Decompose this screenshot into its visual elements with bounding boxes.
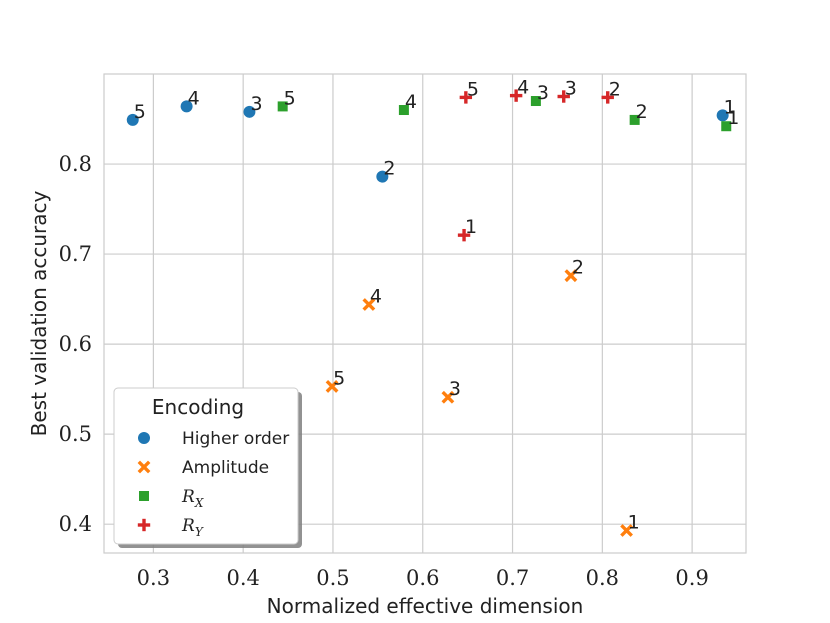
x-tick-label: 0.5 — [316, 566, 349, 590]
series-r-y: 5 4 3 21 — [457, 77, 621, 242]
point-label: 2 — [383, 158, 395, 180]
point-label: 3 — [537, 82, 549, 104]
data-point — [325, 380, 339, 393]
series-higher-order: 5 4 3 2 1 — [126, 87, 736, 183]
data-point — [459, 91, 473, 104]
data-point — [376, 170, 389, 183]
data-point — [530, 96, 541, 107]
point-label: 5 — [467, 78, 479, 100]
point-label: 2 — [636, 101, 648, 123]
x-tick-label: 0.6 — [406, 566, 439, 590]
y-tick-label: 0.4 — [59, 512, 92, 536]
legend-item: RY — [137, 516, 204, 539]
legend: Encoding Higher order Amplitude RX RY — [113, 387, 302, 548]
point-label: 2 — [572, 257, 584, 279]
legend-item: RX — [139, 487, 204, 510]
y-axis-ticks: 0.4 0.5 0.6 0.7 0.8 — [59, 152, 92, 536]
x-tick-label: 0.9 — [675, 566, 708, 590]
x-tick-label: 0.7 — [496, 566, 529, 590]
x-axis-ticks: 0.3 0.4 0.5 0.6 0.7 0.8 0.9 — [137, 566, 709, 590]
x-tick-label: 0.3 — [137, 566, 170, 590]
legend-item: Higher order — [138, 429, 289, 449]
data-point — [557, 90, 570, 103]
data-point — [126, 113, 139, 126]
point-label: 3 — [565, 78, 577, 100]
data-point — [629, 114, 640, 125]
legend-label: Higher order — [182, 429, 289, 449]
legend-title: Encoding — [152, 395, 244, 419]
data-point — [457, 228, 471, 242]
point-label: 5 — [284, 87, 296, 109]
data-point — [180, 100, 193, 113]
point-label: 1 — [628, 511, 640, 533]
legend-item: Amplitude — [137, 458, 269, 478]
point-label: 3 — [250, 93, 262, 115]
legend-marker — [138, 432, 150, 444]
legend-label: RY — [181, 516, 204, 539]
grid-lines — [104, 74, 746, 553]
data-point — [509, 89, 523, 102]
legend-box — [113, 387, 299, 545]
y-tick-label: 0.6 — [59, 332, 92, 356]
data-point — [601, 91, 614, 104]
legend-marker — [137, 518, 151, 532]
y-axis-title: Best validation accuracy — [27, 190, 51, 436]
point-label: 3 — [449, 378, 461, 400]
point-label: 4 — [405, 91, 417, 113]
point-label: 5 — [333, 367, 345, 389]
point-label: 5 — [134, 101, 146, 123]
data-point — [243, 105, 256, 118]
point-label: 1 — [727, 107, 739, 129]
data-point — [721, 121, 732, 132]
y-tick-label: 0.7 — [59, 242, 92, 266]
y-tick-label: 0.8 — [59, 152, 92, 176]
point-label: 4 — [370, 285, 382, 307]
legend-items: Higher order Amplitude RX RY — [137, 429, 289, 539]
point-label: 4 — [188, 87, 200, 109]
data-point — [277, 101, 288, 112]
data-point — [441, 390, 455, 404]
data-point — [398, 105, 409, 116]
x-axis-title: Normalized effective dimension — [267, 594, 584, 618]
legend-label: Amplitude — [182, 458, 269, 478]
legend-marker — [139, 491, 149, 501]
data-point — [564, 269, 578, 283]
y-tick-label: 0.5 — [59, 422, 92, 446]
series-amplitude: 5 4 3 2 1 — [325, 257, 640, 537]
plot-frame — [103, 73, 747, 554]
x-tick-label: 0.4 — [226, 566, 259, 590]
data-point — [716, 109, 729, 122]
x-tick-label: 0.8 — [586, 566, 619, 590]
point-label: 1 — [724, 96, 736, 118]
point-label: 4 — [517, 77, 529, 99]
series-r-x: 5 4 3 2 1 — [277, 82, 739, 132]
point-label: 1 — [465, 216, 477, 238]
point-label: 2 — [609, 78, 621, 100]
legend-label: RX — [181, 487, 204, 510]
legend-marker — [137, 460, 151, 474]
data-point — [362, 298, 376, 311]
data-point — [620, 524, 633, 537]
